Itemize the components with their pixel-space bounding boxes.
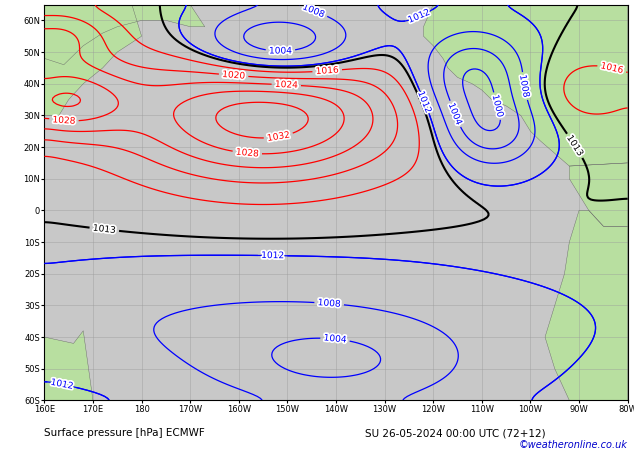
Text: 1004: 1004: [323, 334, 347, 344]
Text: 1008: 1008: [301, 2, 326, 20]
Text: ©weatheronline.co.uk: ©weatheronline.co.uk: [519, 440, 628, 450]
Polygon shape: [44, 331, 93, 400]
Polygon shape: [569, 163, 628, 226]
Text: 1008: 1008: [518, 74, 531, 98]
Text: Surface pressure [hPa] ECMWF: Surface pressure [hPa] ECMWF: [44, 428, 205, 438]
Text: 1020: 1020: [222, 70, 245, 81]
Text: 1012: 1012: [406, 8, 431, 25]
Text: SU 26-05-2024 00:00 UTC (72+12): SU 26-05-2024 00:00 UTC (72+12): [365, 428, 546, 438]
Text: 1016: 1016: [600, 61, 624, 75]
Text: 1012: 1012: [261, 251, 284, 260]
Text: 1028: 1028: [235, 147, 259, 159]
Text: 1012: 1012: [50, 378, 74, 391]
Text: 1024: 1024: [275, 80, 298, 90]
Text: 1012: 1012: [416, 90, 433, 114]
Text: 1013: 1013: [565, 134, 585, 158]
Text: 1004: 1004: [269, 46, 292, 56]
Text: 1013: 1013: [93, 223, 116, 235]
Text: 1028: 1028: [52, 115, 75, 126]
Text: 1008: 1008: [318, 298, 341, 309]
Polygon shape: [44, 5, 205, 65]
Polygon shape: [545, 210, 628, 400]
Polygon shape: [44, 5, 141, 116]
Text: 1004: 1004: [447, 101, 463, 126]
Text: 1016: 1016: [316, 66, 339, 76]
Text: 1000: 1000: [491, 94, 505, 118]
Polygon shape: [424, 5, 628, 166]
Text: 1032: 1032: [266, 131, 290, 143]
